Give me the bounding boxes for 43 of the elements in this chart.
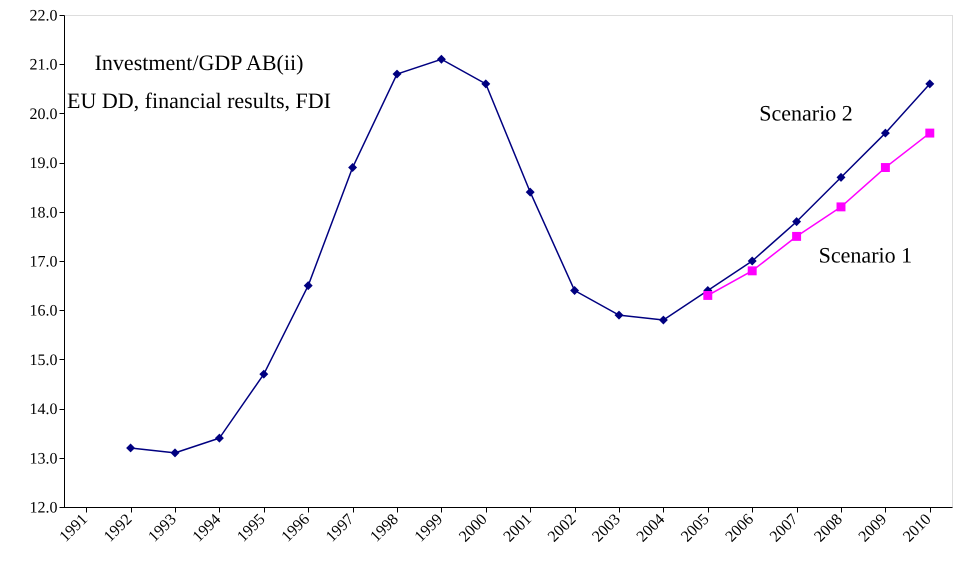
point [658, 316, 668, 325]
series-label: Scenario 1 [818, 242, 912, 268]
y-tick-label: 17.0 [30, 254, 58, 270]
y-tick-label: 19.0 [30, 155, 58, 172]
x-tick-label: 1992 [100, 510, 136, 546]
point [925, 79, 934, 88]
point [836, 172, 846, 182]
point [614, 310, 624, 320]
point [748, 256, 757, 266]
text: Investment/GDP AB(ii) [94, 50, 304, 75]
point [304, 281, 313, 290]
y-tick-label: 14.0 [30, 401, 58, 418]
point [214, 434, 224, 443]
point [481, 79, 490, 88]
x-tick-label: 1991 [56, 510, 92, 546]
point [836, 202, 846, 212]
x-tick-label: 1999 [412, 510, 446, 546]
y-tick-label: 12.0 [30, 500, 58, 516]
point [925, 128, 934, 138]
y-tick-label: 20.0 [30, 106, 58, 123]
point [170, 448, 180, 458]
text: EU DD, financial results, FDI [67, 88, 331, 113]
y-tick-label: 13.0 [30, 450, 58, 468]
point [436, 54, 446, 64]
point [570, 286, 580, 295]
point [126, 443, 136, 452]
point [880, 163, 890, 172]
point [526, 188, 535, 197]
point [792, 217, 802, 226]
point [259, 370, 268, 379]
point [748, 266, 757, 276]
point [703, 290, 712, 300]
point [392, 70, 402, 79]
y-tick-label: 15.0 [30, 352, 58, 369]
y-tick-label: 18.0 [30, 204, 58, 222]
point [880, 128, 890, 138]
x-tick-label: 2001 [500, 510, 536, 546]
point [348, 163, 358, 172]
point [792, 232, 802, 241]
series-label: Scenario 2 [759, 100, 853, 126]
y-tick-label: 22.0 [30, 8, 58, 24]
y-tick-label: 16.0 [30, 302, 58, 320]
y-tick-label: 21.0 [30, 56, 58, 74]
